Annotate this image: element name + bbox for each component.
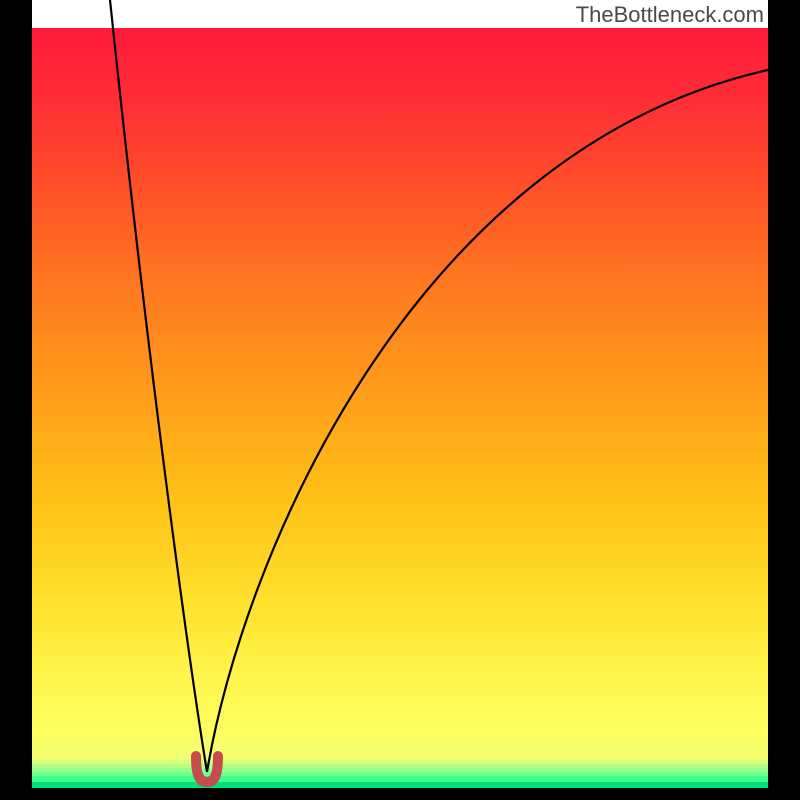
curve-left-branch bbox=[110, 0, 207, 772]
plot-area bbox=[32, 0, 768, 788]
chart-container: { "canvas": { "width": 800, "height": 80… bbox=[0, 0, 800, 800]
watermark-text: TheBottleneck.com bbox=[576, 2, 764, 28]
curve-right-branch bbox=[207, 70, 768, 772]
curve-layer bbox=[32, 0, 768, 788]
